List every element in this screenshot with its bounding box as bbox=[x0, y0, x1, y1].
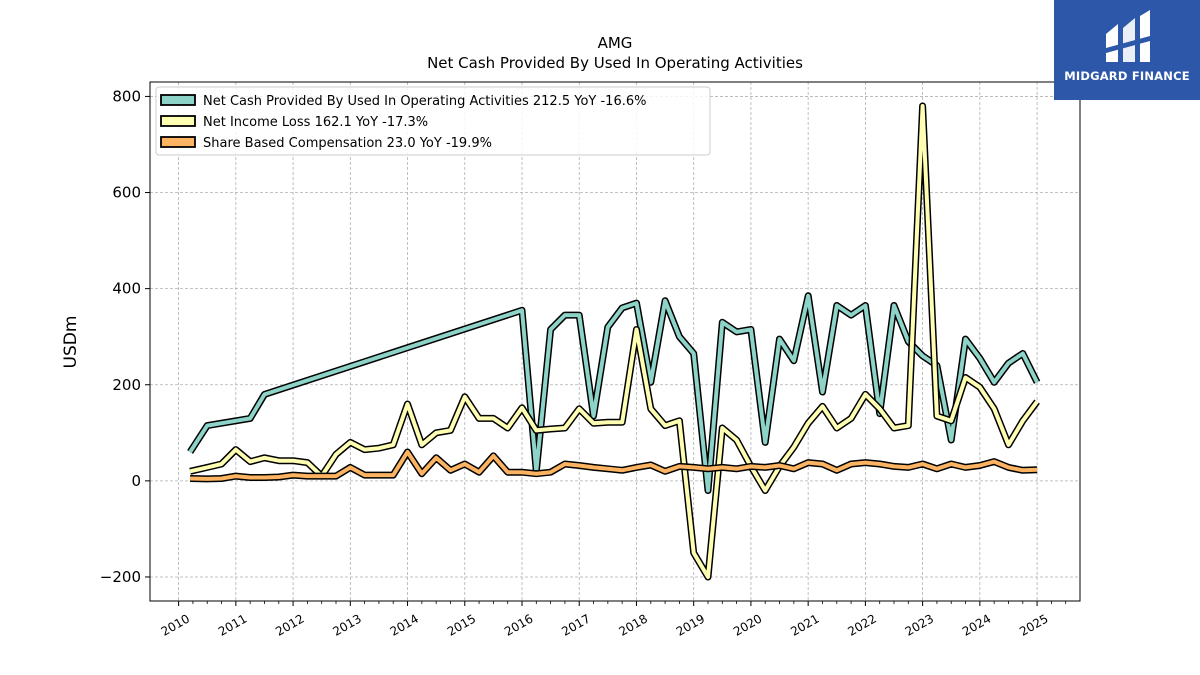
chart-subtitle: Net Cash Provided By Used In Operating A… bbox=[427, 54, 803, 72]
x-tick-label: 2016 bbox=[502, 611, 535, 638]
y-tick-label: 400 bbox=[112, 280, 141, 298]
series-line-share-based-compensation bbox=[190, 450, 1038, 481]
y-tick-label: 200 bbox=[112, 376, 141, 394]
series-line-net-income-loss bbox=[189, 104, 1039, 579]
logo-mark-icon bbox=[1106, 10, 1150, 62]
legend-label-share-based-compensation: Share Based Compensation 23.0 YoY -19.9% bbox=[203, 136, 492, 151]
legend-label-net-cash-provided-by-used-in-operating-activities: Net Cash Provided By Used In Operating A… bbox=[203, 94, 646, 109]
y-tick-label: −200 bbox=[100, 568, 141, 586]
y-tick-label: 600 bbox=[112, 184, 141, 202]
grid bbox=[150, 82, 1080, 601]
x-tick-label: 2014 bbox=[388, 611, 421, 638]
x-tick-label: 2025 bbox=[1017, 611, 1050, 638]
x-tick-label: 2010 bbox=[159, 611, 192, 638]
y-axis-label: USDm bbox=[61, 316, 81, 369]
x-tick-label: 2024 bbox=[960, 611, 993, 638]
x-tick-label: 2023 bbox=[903, 611, 936, 638]
x-tick-label: 2022 bbox=[845, 611, 878, 638]
legend-label-net-income-loss: Net Income Loss 162.1 YoY -17.3% bbox=[203, 115, 428, 130]
series-lines bbox=[187, 102, 1041, 581]
plot-frame bbox=[149, 81, 1081, 602]
x-tick-label: 2017 bbox=[559, 611, 592, 638]
x-tick-label: 2011 bbox=[216, 611, 249, 638]
y-tick-label: 800 bbox=[112, 87, 141, 105]
legend-swatch-net-cash-provided-by-used-in-operating-activities bbox=[160, 94, 196, 106]
series-line-net-cash-provided-by-used-in-operating-activities bbox=[188, 293, 1039, 493]
logo-text: MIDGARD FINANCE bbox=[1064, 69, 1190, 83]
y-tick-label: 0 bbox=[131, 472, 141, 490]
legend-box bbox=[155, 86, 711, 156]
brand-logo: MIDGARD FINANCE bbox=[1054, 0, 1200, 100]
x-tick-label: 2020 bbox=[731, 611, 764, 638]
x-tick-label: 2012 bbox=[273, 611, 306, 638]
legend-swatch-net-income-loss bbox=[160, 115, 196, 127]
legend: Net Cash Provided By Used In Operating A… bbox=[155, 86, 711, 156]
series-outline-net-income-loss bbox=[189, 102, 1040, 581]
x-tick-label: 2021 bbox=[788, 611, 821, 638]
chart-title: AMG bbox=[598, 34, 633, 52]
x-tick-label: 2019 bbox=[674, 611, 707, 638]
x-tick-label: 2013 bbox=[330, 611, 363, 638]
legend-swatch-share-based-compensation bbox=[160, 136, 196, 148]
x-tick-label: 2018 bbox=[617, 611, 650, 638]
x-tick-label: 2015 bbox=[445, 611, 478, 638]
